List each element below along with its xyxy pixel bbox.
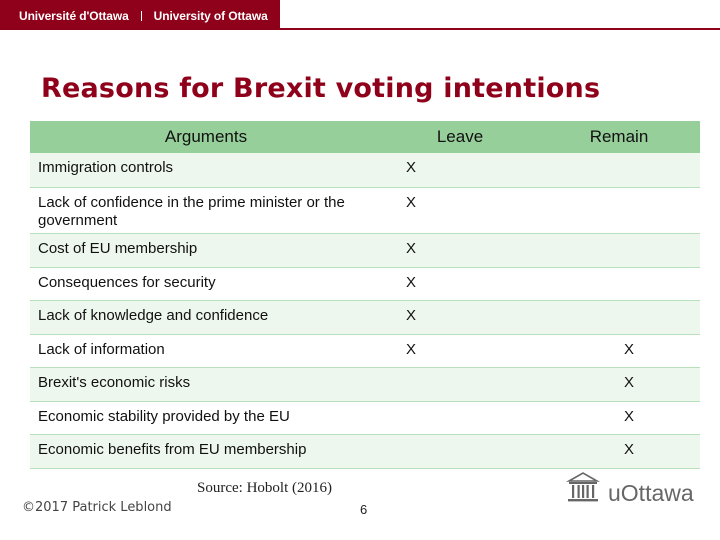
argument-cell: Lack of confidence in the prime minister… xyxy=(30,187,382,234)
leave-cell: X xyxy=(382,267,538,301)
leave-cell: X xyxy=(382,233,538,268)
argument-cell: Immigration controls xyxy=(30,153,382,188)
table-row: Lack of knowledge and confidence X xyxy=(30,300,700,335)
header-remain: Remain xyxy=(538,121,700,153)
leave-cell xyxy=(382,367,538,402)
logo-wordmark: uOttawa xyxy=(608,480,694,506)
source-citation: Source: Hobolt (2016) xyxy=(197,480,332,496)
uottawa-logo: uOttawa xyxy=(566,470,706,510)
slide-title: Reasons for Brexit voting intentions xyxy=(41,73,601,104)
leave-cell xyxy=(382,401,538,435)
argument-cell: Economic stability provided by the EU xyxy=(30,401,382,435)
university-name-fr: Université d'Ottawa xyxy=(19,9,129,23)
university-banner: Université d'Ottawa University of Ottawa xyxy=(0,0,280,30)
table-header-row: Arguments Leave Remain xyxy=(30,121,700,153)
banner-text: Université d'Ottawa University of Ottawa xyxy=(19,9,268,23)
remain-cell xyxy=(538,187,700,234)
remain-cell: X xyxy=(538,334,700,368)
leave-cell: X xyxy=(382,153,538,188)
header-rule xyxy=(280,28,720,30)
header-arguments: Arguments xyxy=(30,121,382,153)
argument-cell: Lack of knowledge and confidence xyxy=(30,300,382,335)
table-row: Consequences for security X xyxy=(30,267,700,301)
building-columns-icon xyxy=(566,472,600,502)
brexit-reasons-table: Arguments Leave Remain Immigration contr… xyxy=(30,121,700,469)
leave-cell: X xyxy=(382,300,538,335)
remain-cell xyxy=(538,267,700,301)
header-leave: Leave xyxy=(382,121,538,153)
copyright-notice: ©2017 Patrick Leblond xyxy=(22,500,172,515)
table-row: Lack of information X X xyxy=(30,334,700,368)
table-row: Lack of confidence in the prime minister… xyxy=(30,187,700,234)
remain-cell xyxy=(538,153,700,188)
leave-cell: X xyxy=(382,187,538,234)
page-number: 6 xyxy=(360,502,368,517)
table-row: Immigration controls X xyxy=(30,153,700,188)
argument-cell: Brexit's economic risks xyxy=(30,367,382,402)
remain-cell: X xyxy=(538,367,700,402)
banner-separator xyxy=(140,11,142,21)
table-row: Economic stability provided by the EU X xyxy=(30,401,700,435)
table-row: Cost of EU membership X xyxy=(30,233,700,268)
argument-cell: Lack of information xyxy=(30,334,382,368)
argument-cell: Economic benefits from EU membership xyxy=(30,434,382,469)
table-row: Economic benefits from EU membership X xyxy=(30,434,700,469)
university-name-en: University of Ottawa xyxy=(153,9,268,23)
remain-cell: X xyxy=(538,401,700,435)
remain-cell xyxy=(538,300,700,335)
leave-cell xyxy=(382,434,538,469)
argument-cell: Consequences for security xyxy=(30,267,382,301)
leave-cell: X xyxy=(382,334,538,368)
remain-cell: X xyxy=(538,434,700,469)
remain-cell xyxy=(538,233,700,268)
table-row: Brexit's economic risks X xyxy=(30,367,700,402)
argument-cell: Cost of EU membership xyxy=(30,233,382,268)
